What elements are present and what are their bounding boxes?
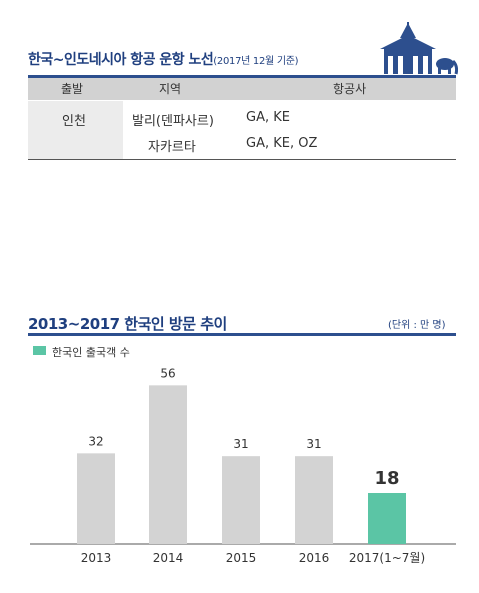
value-label-1: 56 — [160, 366, 175, 380]
category-label-0: 2013 — [81, 551, 112, 565]
route-table-bottom-rule — [28, 159, 456, 160]
airline-cell-jakarta: GA, KE, OZ — [246, 136, 318, 151]
route-table-top-rule — [28, 75, 456, 78]
category-label-4: 2017(1~7월) — [349, 551, 425, 565]
value-label-3: 31 — [306, 437, 321, 451]
departure-cell-bg — [28, 101, 123, 159]
chart-top-rule — [28, 333, 456, 336]
region-cell-bali: 발리(덴파사르) — [132, 114, 214, 129]
region-cell-jakarta: 자카르타 — [148, 140, 196, 155]
chart-title: 2013~2017 한국인 방문 추이 — [28, 315, 227, 333]
category-label-3: 2016 — [299, 551, 330, 565]
route-table-header — [28, 78, 456, 100]
airline-cell-bali: GA, KE — [246, 110, 290, 125]
chart-unit: (단위 : 만 명) — [388, 320, 446, 331]
header-region: 지역 — [159, 82, 182, 96]
route-title-note: (2017년 12월 기준) — [213, 56, 299, 67]
value-label-2: 31 — [233, 437, 248, 451]
bar-3 — [295, 456, 333, 544]
header-airline: 항공사 — [333, 82, 367, 96]
bar-4 — [368, 493, 406, 544]
value-label-4: 18 — [374, 468, 399, 489]
bar-1 — [149, 385, 187, 544]
value-label-0: 32 — [88, 434, 103, 448]
bar-0 — [77, 453, 115, 544]
temple-elephant-icon — [380, 22, 458, 75]
header-departure: 출발 — [61, 82, 84, 96]
bar-2 — [222, 456, 260, 544]
departure-cell: 인천 — [62, 114, 86, 129]
legend-label: 한국인 출국객 수 — [52, 346, 130, 359]
route-table-title: 한국~인도네시아 항공 운항 노선(2017년 12월 기준) — [28, 49, 299, 69]
category-label-1: 2014 — [153, 551, 184, 565]
route-title-main: 한국~인도네시아 항공 운항 노선 — [28, 52, 214, 68]
legend-swatch — [33, 346, 46, 355]
category-label-2: 2015 — [226, 551, 257, 565]
